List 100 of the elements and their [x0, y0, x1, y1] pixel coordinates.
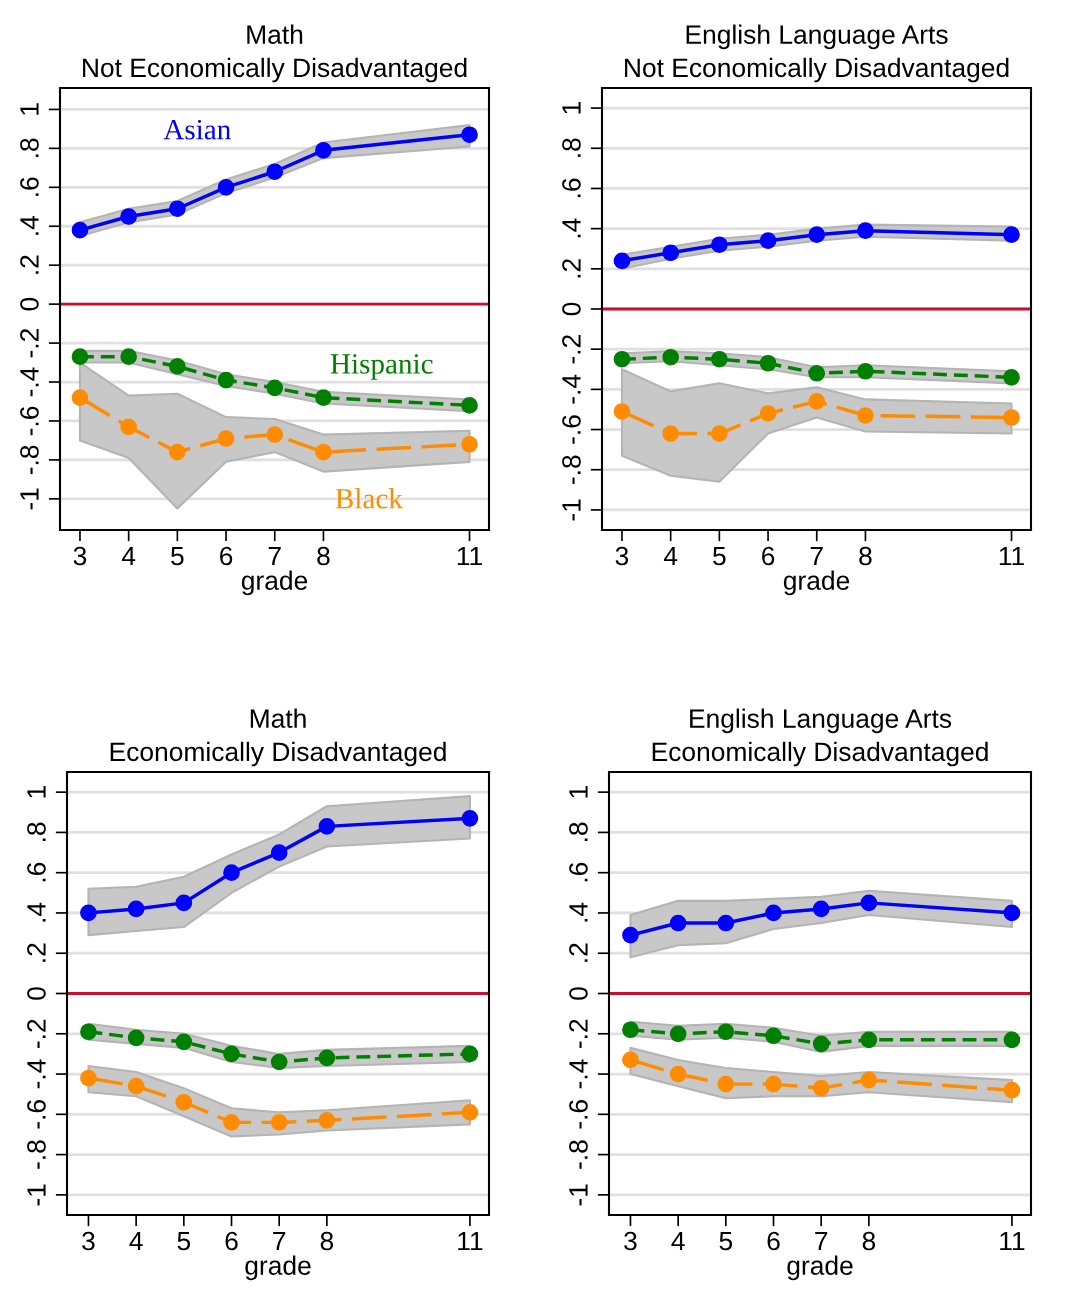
point: [717, 914, 735, 932]
point: [860, 894, 878, 912]
point: [461, 1103, 479, 1121]
point: [860, 1071, 878, 1089]
y-tick-label: .2: [562, 259, 581, 278]
x-tick-label: 7: [268, 546, 281, 566]
x-tick-label: 11: [1000, 1231, 1025, 1251]
x-tick-label: 11: [457, 546, 482, 566]
y-tick-label: -1: [20, 488, 39, 510]
point: [622, 926, 639, 944]
point: [266, 379, 284, 397]
point: [812, 1035, 830, 1053]
x-tick-label: 6: [220, 546, 233, 566]
x-tick-label: 11: [999, 546, 1024, 566]
series-label: Black: [335, 488, 403, 509]
x-tick-label: 3: [615, 546, 629, 566]
point: [860, 1031, 878, 1049]
y-tick-label: -.2: [27, 1019, 46, 1048]
point: [175, 1093, 193, 1111]
y-tick-label: .4: [20, 216, 39, 235]
x-tick-label: 5: [713, 546, 726, 566]
y-tick-label: 0: [569, 987, 588, 1000]
y-tick-label: .8: [569, 822, 588, 841]
y-tick-label: -1: [27, 1184, 46, 1206]
y-tick-label: -.4: [20, 367, 39, 397]
point: [857, 362, 874, 380]
point: [1003, 1081, 1021, 1099]
y-tick-label: -.8: [20, 445, 39, 475]
point: [711, 236, 728, 254]
x-tick-label: 3: [82, 1231, 95, 1251]
point: [711, 425, 728, 442]
y-tick-label: 0: [562, 302, 581, 316]
point: [1003, 368, 1020, 386]
x-tick-label: 5: [177, 1231, 191, 1251]
x-tick-label: 4: [671, 1231, 685, 1251]
chart-title: Math Economically Disadvantaged: [110, 708, 446, 767]
y-tick-label: .6: [569, 862, 588, 882]
point: [80, 904, 97, 922]
y-tick-label: -.4: [562, 374, 581, 404]
point: [71, 389, 89, 406]
point: [270, 1053, 288, 1071]
point: [71, 348, 89, 366]
point: [223, 1114, 240, 1131]
series-label: Hispanic: [330, 354, 433, 380]
point: [120, 418, 137, 436]
point: [812, 1079, 830, 1097]
point: [1003, 409, 1020, 426]
point: [223, 864, 240, 882]
y-tick-label: .2: [27, 943, 46, 962]
y-tick-label: -.6: [20, 406, 39, 436]
point: [169, 443, 186, 461]
point: [765, 904, 782, 922]
point: [217, 371, 235, 389]
y-tick-label: -.6: [562, 415, 581, 444]
x-tick-label: 5: [171, 546, 184, 566]
point: [808, 393, 826, 410]
point: [622, 1021, 639, 1039]
point: [266, 426, 284, 443]
point: [711, 350, 728, 368]
point: [120, 348, 137, 366]
y-tick-label: -.8: [562, 455, 581, 484]
point: [127, 1029, 145, 1047]
y-tick-label: -.8: [569, 1140, 588, 1169]
point: [1003, 904, 1021, 922]
y-tick-label: .4: [562, 218, 581, 238]
y-tick-label: -.4: [569, 1059, 588, 1089]
point: [461, 435, 478, 453]
point: [808, 364, 826, 382]
y-tick-label: 1: [562, 102, 581, 114]
point: [759, 354, 777, 372]
point: [1003, 226, 1020, 243]
point: [613, 403, 631, 420]
x-tick-label: 6: [762, 546, 775, 566]
x-tick-label: 8: [859, 546, 872, 566]
point: [461, 126, 478, 144]
x-tick-label: 5: [719, 1231, 733, 1251]
point: [461, 397, 478, 414]
point: [622, 1051, 639, 1069]
point: [765, 1075, 782, 1093]
point: [217, 430, 235, 447]
point: [120, 208, 137, 225]
point: [857, 407, 874, 424]
point: [127, 1077, 145, 1095]
y-tick-label: .6: [27, 862, 46, 882]
point: [717, 1023, 735, 1041]
chart-title: Math Not Economically Disadvantaged: [83, 24, 467, 83]
x-tick-label: 8: [320, 1231, 334, 1251]
x-tick-label: 8: [317, 546, 330, 566]
x-tick-label: 4: [129, 1231, 143, 1251]
x-tick-label: 6: [767, 1231, 780, 1251]
y-tick-label: -1: [569, 1184, 588, 1206]
x-tick-label: 8: [862, 1231, 876, 1251]
y-tick-label: 0: [27, 987, 46, 1000]
chart-title: English Language Arts Not Economically Disadvantaged: [625, 24, 1009, 83]
point: [759, 232, 777, 250]
point: [318, 1049, 336, 1067]
point: [315, 389, 332, 406]
y-tick-label: .2: [569, 943, 588, 962]
point: [169, 200, 186, 218]
point: [717, 1075, 735, 1093]
